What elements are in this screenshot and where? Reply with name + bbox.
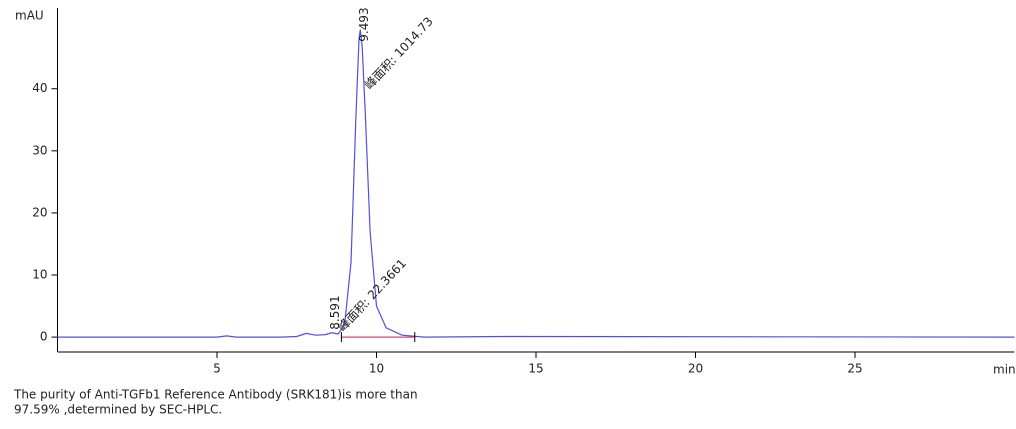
x-axis-label: min xyxy=(993,363,1016,377)
caption-line: The purity of Anti-TGFb1 Reference Antib… xyxy=(13,388,418,402)
x-tick-label: 20 xyxy=(688,362,703,376)
x-tick-label: 10 xyxy=(369,362,384,376)
y-tick-label: 20 xyxy=(32,205,47,219)
trace xyxy=(57,29,1015,338)
x-tick-label: 15 xyxy=(528,362,543,376)
y-tick-label: 10 xyxy=(32,268,47,282)
y-tick-label: 0 xyxy=(40,330,48,344)
y-tick-label: 40 xyxy=(32,81,47,95)
x-tick-label: 5 xyxy=(213,362,221,376)
peak-rt-label: 9.493 xyxy=(357,7,371,41)
peak-rt-label: 8.591 xyxy=(328,295,342,329)
peak-area-label: 峰面积: 1014.73 xyxy=(362,14,436,92)
peak-area-label: 峰面积: 22.3661 xyxy=(335,256,409,334)
caption-line: 97.59% ,determined by SEC-HPLC. xyxy=(14,403,222,417)
y-axis-label: mAU xyxy=(15,9,44,23)
y-tick-label: 30 xyxy=(32,143,47,157)
x-tick-label: 25 xyxy=(847,362,862,376)
